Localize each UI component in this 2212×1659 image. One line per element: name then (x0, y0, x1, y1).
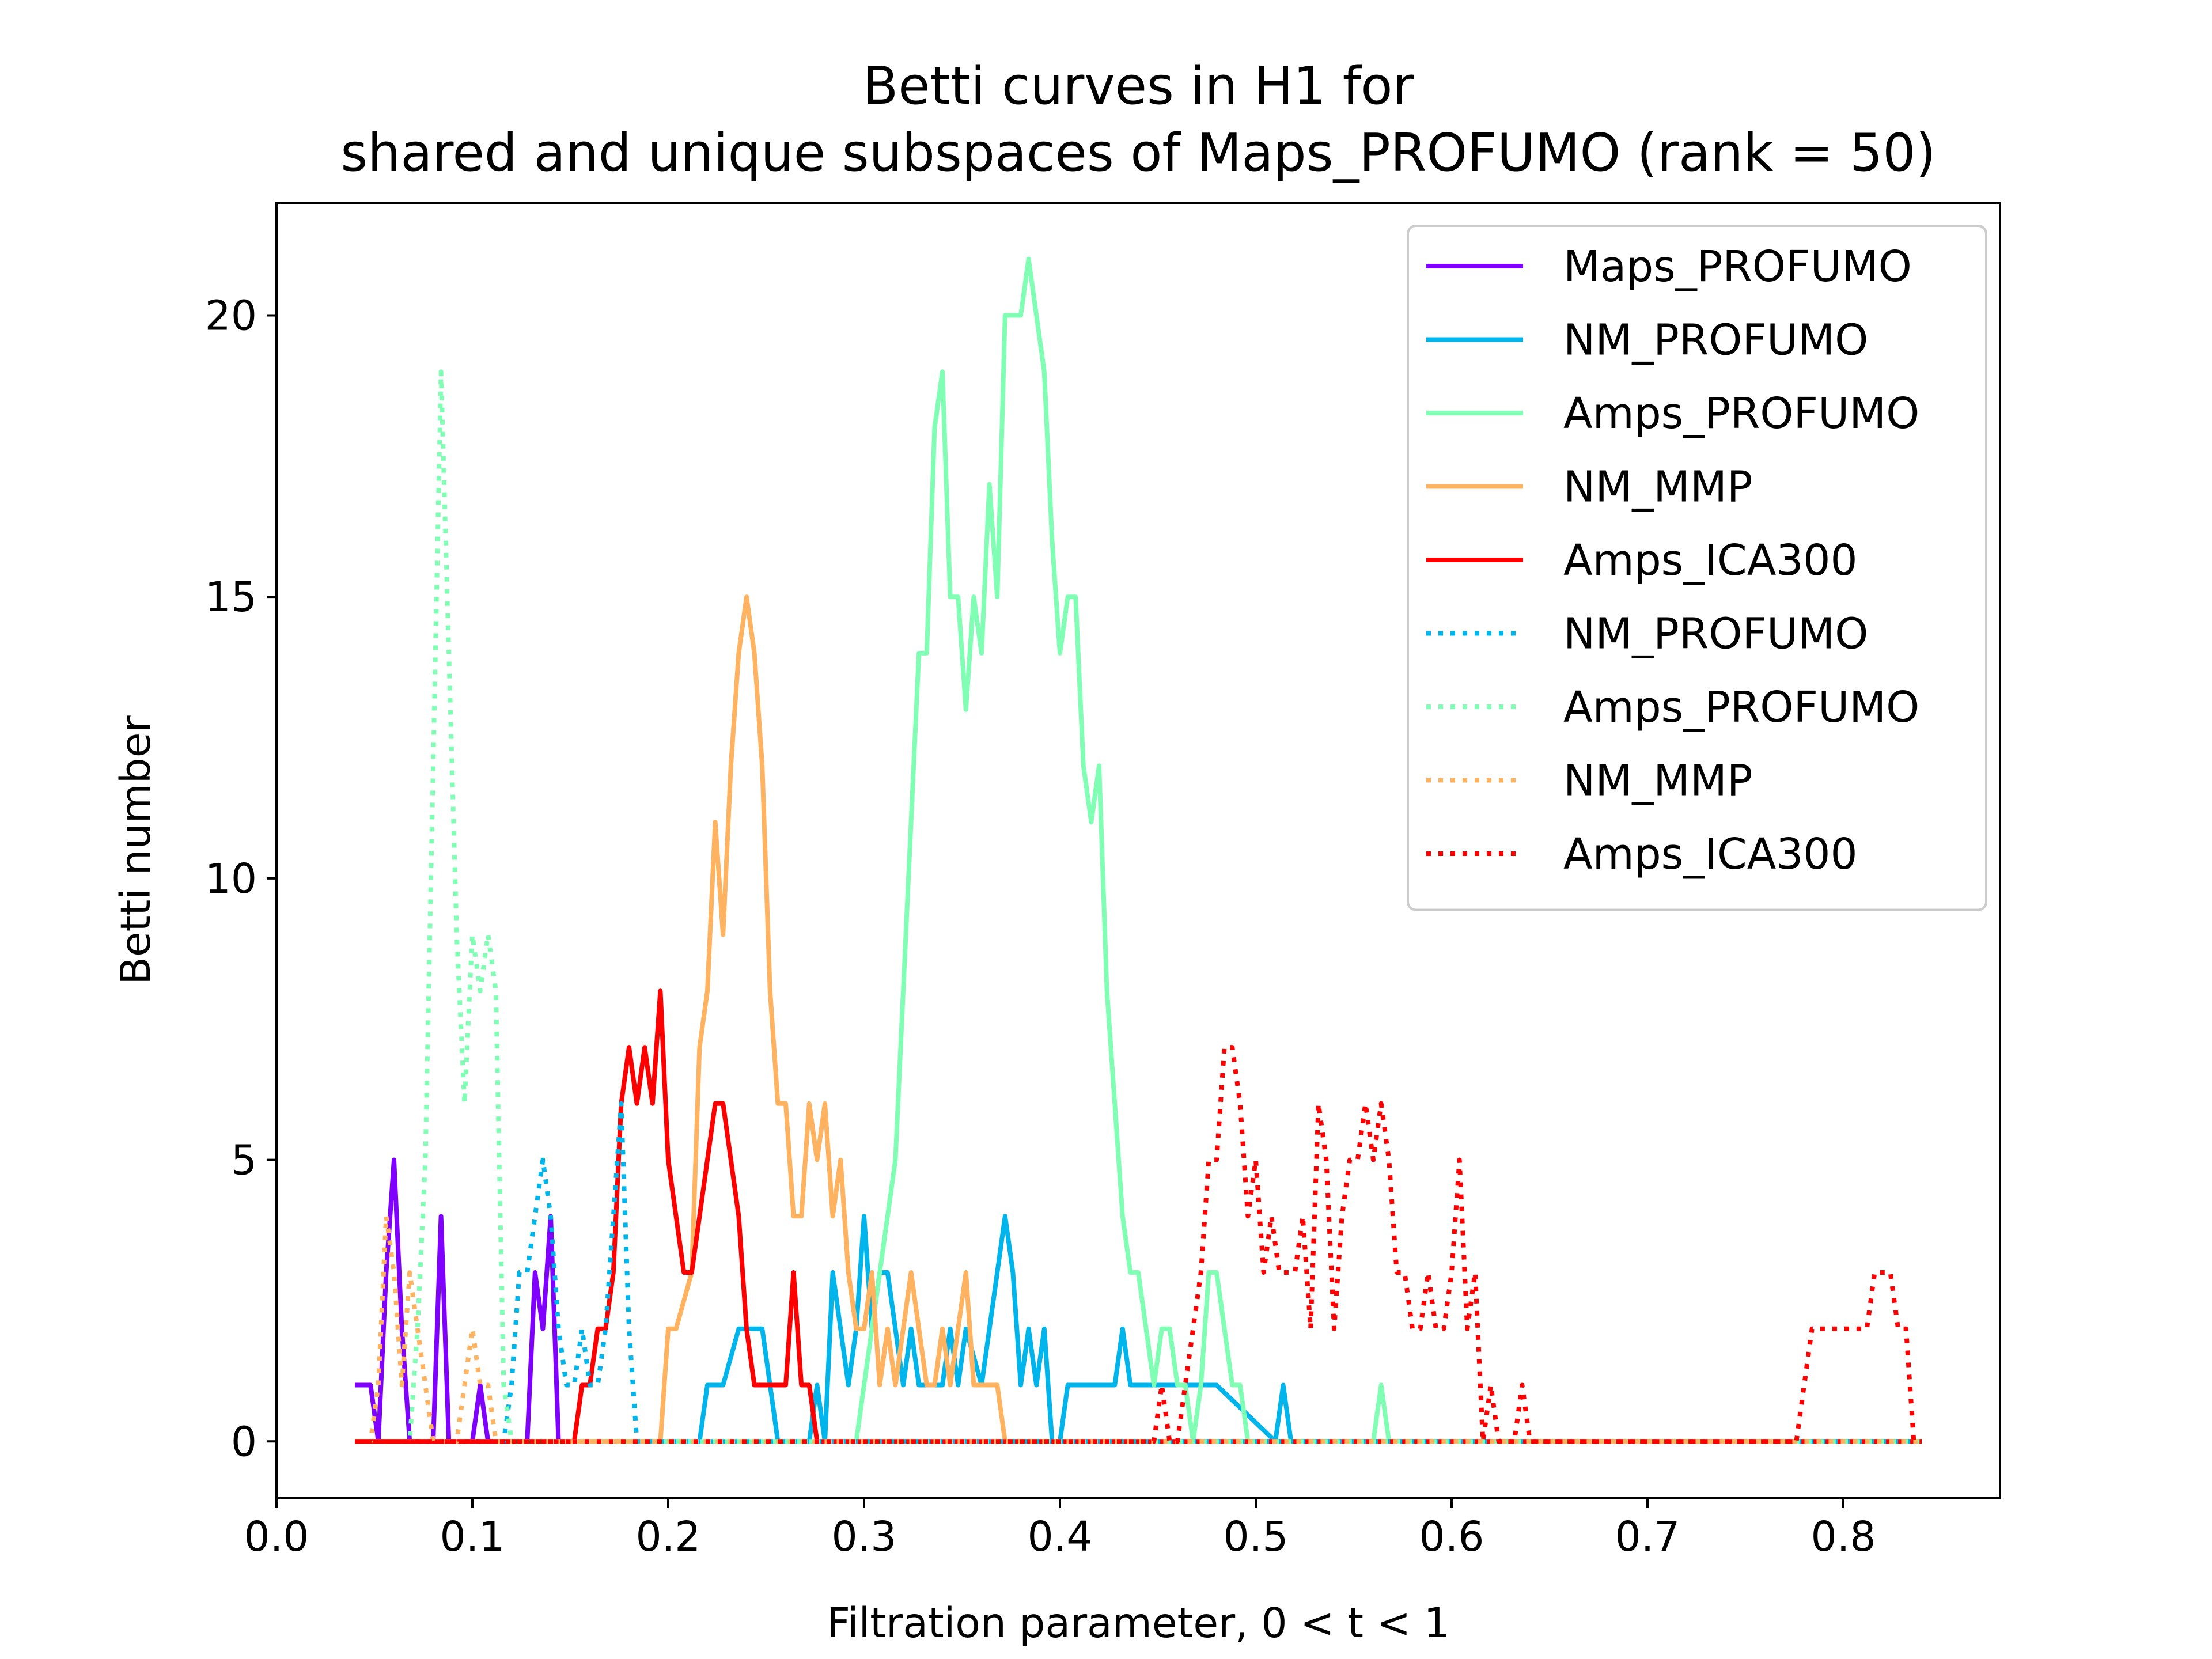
chart-title: Betti curves in H1 for (863, 56, 1414, 116)
x-tick-label: 0.1 (440, 1513, 505, 1560)
axes-frame (275, 202, 2001, 1499)
series-line-4-solid (355, 594, 1922, 1444)
x-tick-label: 0.3 (832, 1513, 897, 1560)
legend-label-6: NM_PROFUMO (1563, 609, 1868, 659)
x-tick-label: 0.0 (244, 1513, 309, 1560)
legend: Maps_PROFUMO NM_PROFUMO Amps_PROFUMO NM_MMP… (1407, 225, 1987, 911)
chart-subtitle: shared and unique subspaces of Maps_PROF… (340, 123, 1936, 183)
series-line-5-solid (355, 988, 1922, 1444)
y-tick-label: 15 (205, 573, 257, 621)
legend-label-7: Amps_PROFUMO (1563, 683, 1919, 732)
legend-label-3: Amps_PROFUMO (1563, 389, 1919, 438)
x-tick-label: 0.5 (1224, 1513, 1289, 1560)
x-tick-label: 0.8 (1811, 1513, 1876, 1560)
legend-label-8: NM_MMP (1563, 756, 1753, 806)
x-tick-label: 0.6 (1419, 1513, 1484, 1560)
series-line-1-solid (355, 1157, 567, 1444)
series-line-9-dotted (355, 1045, 1922, 1444)
y-tick-label: 20 (205, 291, 257, 339)
x-tick-label: 0.4 (1028, 1513, 1093, 1560)
x-tick-label: 0.7 (1615, 1513, 1680, 1560)
y-tick-label: 5 (231, 1137, 257, 1184)
legend-label-4: NM_MMP (1563, 463, 1753, 512)
series-line-2-solid (355, 1214, 1922, 1444)
series-line-8-dotted (355, 1214, 1922, 1444)
legend-label-5: Amps_ICA300 (1563, 536, 1858, 585)
legend-label-9: Amps_ICA300 (1563, 830, 1858, 879)
plot-area: 0.0 0.1 0.2 0.3 0.4 0.5 0.6 0.7 0.8 0 5 10 15 20 (205, 202, 2001, 1560)
series-line-3-solid (355, 256, 1922, 1444)
legend-label-1: Maps_PROFUMO (1563, 242, 1912, 291)
x-axis-label: Filtration parameter, 0 < t < 1 (827, 1599, 1450, 1647)
y-tick-label: 0 (231, 1418, 257, 1465)
y-axis-label: Betti number (112, 715, 160, 984)
legend-box (1407, 225, 1987, 911)
y-tick-label: 10 (205, 855, 257, 903)
x-tick-label: 0.2 (636, 1513, 701, 1560)
legend-label-2: NM_PROFUMO (1563, 316, 1868, 365)
